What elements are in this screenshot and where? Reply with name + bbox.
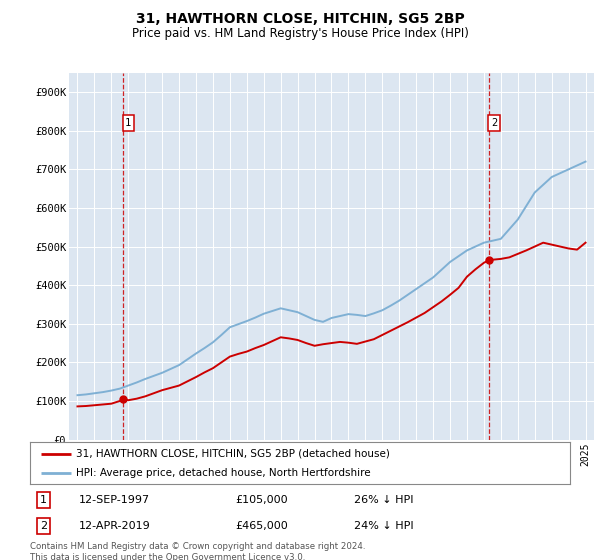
Text: 1: 1: [125, 118, 131, 128]
Text: Price paid vs. HM Land Registry's House Price Index (HPI): Price paid vs. HM Land Registry's House …: [131, 27, 469, 40]
Text: 12-SEP-1997: 12-SEP-1997: [79, 495, 150, 505]
Text: 2: 2: [491, 118, 497, 128]
Text: 26% ↓ HPI: 26% ↓ HPI: [354, 495, 413, 505]
Text: £465,000: £465,000: [235, 521, 288, 531]
Text: 1: 1: [40, 495, 47, 505]
Text: HPI: Average price, detached house, North Hertfordshire: HPI: Average price, detached house, Nort…: [76, 468, 371, 478]
Text: Contains HM Land Registry data © Crown copyright and database right 2024.
This d: Contains HM Land Registry data © Crown c…: [30, 542, 365, 560]
Text: 24% ↓ HPI: 24% ↓ HPI: [354, 521, 413, 531]
Text: 12-APR-2019: 12-APR-2019: [79, 521, 151, 531]
Text: 31, HAWTHORN CLOSE, HITCHIN, SG5 2BP (detached house): 31, HAWTHORN CLOSE, HITCHIN, SG5 2BP (de…: [76, 449, 390, 459]
Text: £105,000: £105,000: [235, 495, 288, 505]
Text: 2: 2: [40, 521, 47, 531]
Text: 31, HAWTHORN CLOSE, HITCHIN, SG5 2BP: 31, HAWTHORN CLOSE, HITCHIN, SG5 2BP: [136, 12, 464, 26]
